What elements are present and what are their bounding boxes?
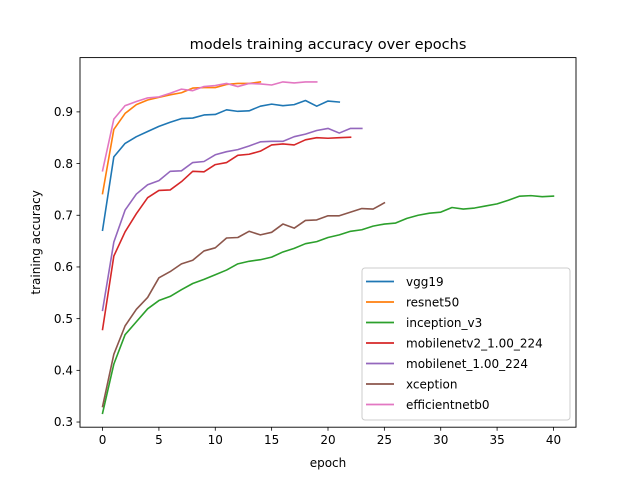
y-tick-label: 0.3 — [54, 415, 73, 429]
x-tick-label: 10 — [208, 433, 223, 447]
legend-label-1: resnet50 — [406, 295, 459, 309]
chart-title: models training accuracy over epochs — [190, 37, 467, 53]
x-tick-label: 30 — [433, 433, 448, 447]
y-axis-label: training accuracy — [29, 190, 43, 294]
y-axis: 0.3 0.4 0.5 0.6 0.7 0.8 0.9 — [54, 105, 80, 429]
legend-label-4: mobilenet_1.00_224 — [406, 357, 528, 371]
legend-label-3: mobilenetv2_1.00_224 — [406, 336, 543, 350]
series-line-3 — [101, 136, 352, 331]
series-line-4 — [101, 127, 363, 312]
series-line-5 — [101, 201, 386, 408]
legend-label-5: xception — [406, 377, 457, 391]
x-tick-label: 0 — [99, 433, 107, 447]
x-tick-label: 15 — [264, 433, 279, 447]
x-tick-label: 5 — [155, 433, 163, 447]
x-axis: 0 5 10 15 20 25 30 35 40 — [99, 427, 561, 447]
series-line-2 — [101, 194, 555, 415]
legend-box — [361, 267, 571, 421]
y-tick-label: 0.6 — [54, 260, 73, 274]
y-tick-label: 0.8 — [54, 157, 73, 171]
y-tick-label: 0.7 — [54, 208, 73, 222]
x-axis-label: epoch — [310, 456, 347, 470]
legend-label-0: vgg19 — [406, 275, 444, 289]
x-tick-label: 25 — [377, 433, 392, 447]
x-tick-label: 40 — [546, 433, 561, 447]
legend-label-2: inception_v3 — [406, 316, 482, 330]
y-tick-label: 0.5 — [54, 312, 73, 326]
legend: vgg19 resnet50 inception_v3 mobilenetv2_1.0… — [361, 267, 571, 421]
series-line-1 — [101, 80, 262, 195]
y-tick-label: 0.4 — [54, 364, 73, 378]
legend-label-6: efficientnetb0 — [406, 398, 490, 412]
series-line-6 — [101, 81, 318, 172]
x-tick-label: 20 — [320, 433, 335, 447]
series-line-0 — [101, 99, 341, 232]
plot-lines — [101, 80, 555, 415]
x-tick-label: 35 — [489, 433, 504, 447]
y-tick-label: 0.9 — [54, 105, 73, 119]
